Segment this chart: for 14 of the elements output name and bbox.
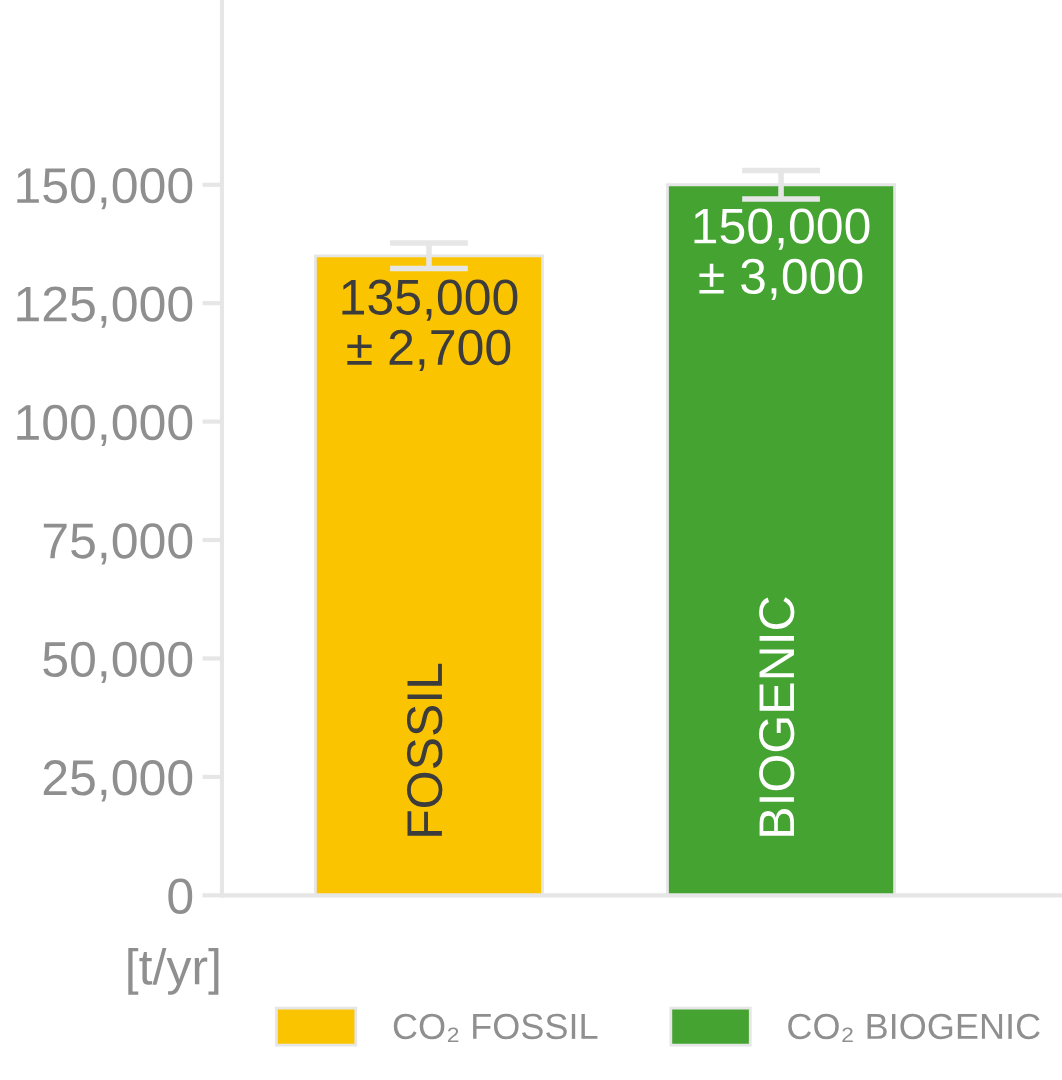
- y-axis-title: [t/yr]: [128, 948, 219, 995]
- x-tick-label: BIOGENIC: [759, 597, 795, 836]
- data-label: 135,000 ± 2,700: [342, 279, 518, 372]
- data-label: 150,000 ± 3,000: [694, 208, 870, 300]
- legend-label: CO₂ BIOGENIC: [788, 1013, 1040, 1042]
- y-tick-label: 25,000: [43, 760, 193, 802]
- legend-label: CO₂ FOSSIL: [393, 1013, 598, 1042]
- y-tick-label: 125,000: [17, 286, 193, 328]
- y-tick-label: 100,000: [17, 404, 193, 447]
- y-tick-label: 0: [168, 878, 193, 914]
- y-tick-label: 50,000: [43, 641, 193, 683]
- y-tick-label: 150,000: [17, 167, 193, 210]
- x-tick-label: FOSSIL: [406, 663, 443, 836]
- y-tick-label: 75,000: [43, 523, 193, 565]
